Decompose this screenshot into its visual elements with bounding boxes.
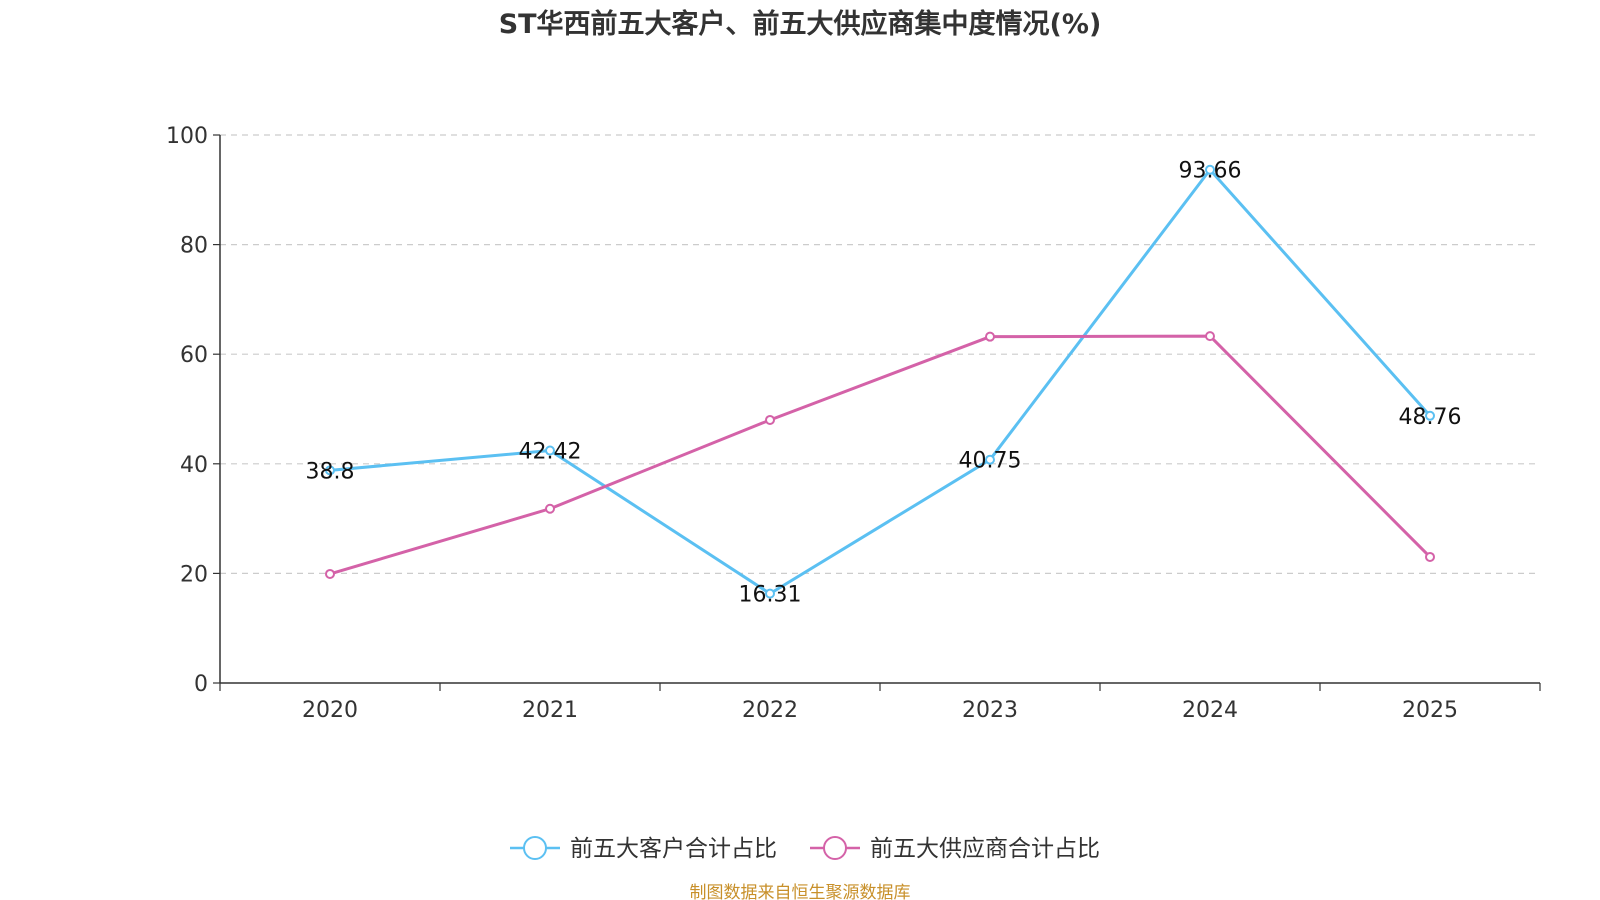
- legend[interactable]: 前五大客户合计占比 前五大供应商合计占比: [510, 836, 1100, 862]
- legend-marker-icon-1: [823, 836, 847, 860]
- series-line-0: [329, 168, 1432, 596]
- series-0-data-label-2021: 42.42: [519, 440, 582, 465]
- y-tick-label-60: 60: [180, 343, 208, 368]
- series-1-point-2025[interactable]: [1425, 551, 1435, 562]
- series-0-data-label-2022: 16.31: [739, 583, 802, 608]
- legend-item-1[interactable]: 前五大供应商合计占比: [810, 836, 1100, 862]
- series-0-data-label-2024: 93.66: [1179, 159, 1242, 184]
- chart-title: ST华西前五大客户、前五大供应商集中度情况(%): [499, 8, 1102, 40]
- series-0-point-2025[interactable]: [1425, 410, 1435, 421]
- grid-layer: [220, 134, 1540, 575]
- series-0-point-2023[interactable]: [985, 454, 995, 465]
- axis-layer: 0 20 40 60 80 100 2020 2021 2022 2023 2024 2025: [166, 124, 1541, 723]
- x-tick-label-2025: 2025: [1402, 698, 1458, 723]
- series-layer: [325, 164, 1435, 599]
- series-1-point-2021[interactable]: [545, 503, 555, 514]
- series-0-data-label-2020: 38.8: [306, 459, 355, 484]
- legend-item-0[interactable]: 前五大客户合计占比: [510, 836, 777, 862]
- y-tick-label-80: 80: [180, 234, 208, 259]
- series-1-point-2024[interactable]: [1205, 331, 1215, 342]
- legend-marker-icon-0: [523, 836, 547, 860]
- x-tick-label-2020: 2020: [302, 698, 358, 723]
- series-line-1: [329, 334, 1432, 576]
- legend-label-0: 前五大客户合计占比: [570, 836, 777, 862]
- label-layer: 38.8 42.42 16.31 40.75 93.66 48.76: [306, 159, 1462, 608]
- x-tick-label-2021: 2021: [522, 698, 578, 723]
- source-note: 制图数据来自恒生聚源数据库: [690, 883, 911, 900]
- series-0-data-label-2025: 48.76: [1399, 405, 1462, 430]
- series-1-point-2020[interactable]: [325, 568, 335, 579]
- series-0-point-2021[interactable]: [545, 445, 555, 456]
- series-0-data-label-2023: 40.75: [959, 449, 1022, 474]
- y-tick-label-0: 0: [194, 672, 208, 697]
- legend-label-1: 前五大供应商合计占比: [870, 836, 1100, 862]
- y-tick-label-20: 20: [180, 562, 208, 587]
- x-tick-label-2023: 2023: [962, 698, 1018, 723]
- series-1-point-2022[interactable]: [765, 414, 775, 425]
- x-tick-label-2022: 2022: [742, 698, 798, 723]
- series-0-point-2022[interactable]: [765, 588, 775, 599]
- series-0-point-2024[interactable]: [1205, 164, 1215, 175]
- y-tick-label-40: 40: [180, 453, 208, 478]
- series-1-point-2023[interactable]: [985, 331, 995, 342]
- x-tick-label-2024: 2024: [1182, 698, 1238, 723]
- series-0-point-2020[interactable]: [325, 465, 335, 476]
- y-tick-label-100: 100: [166, 124, 208, 149]
